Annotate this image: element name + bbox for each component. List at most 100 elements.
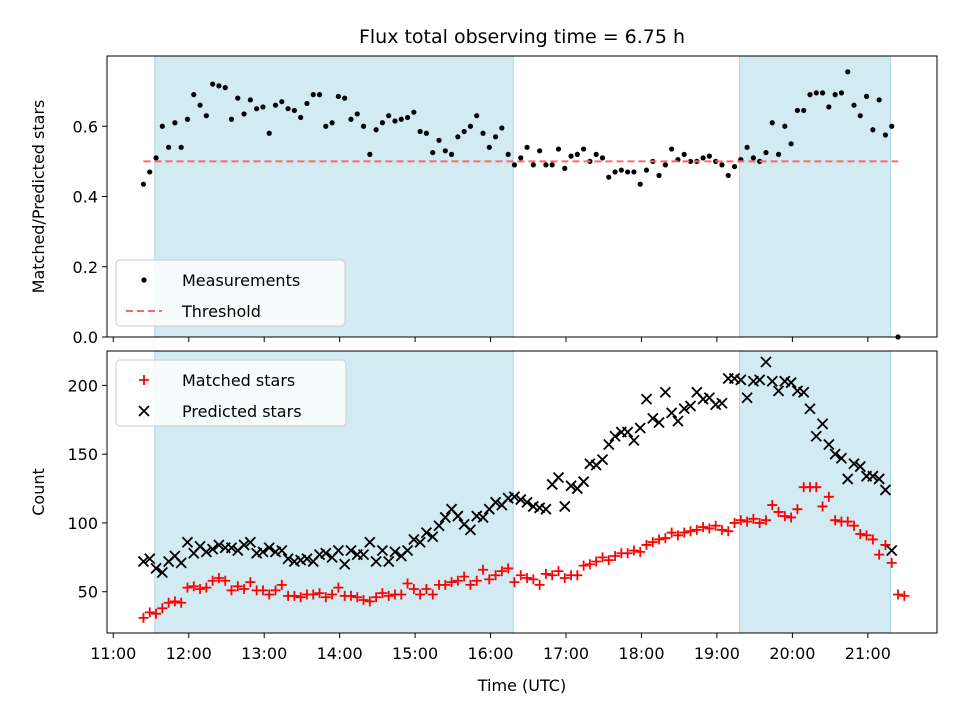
matched-stars-point — [685, 526, 696, 537]
matched-stars-point — [201, 582, 212, 593]
measurement-point — [530, 162, 536, 168]
marks — [137, 356, 910, 623]
predicted-stars-point — [577, 476, 590, 488]
x-tick-label: 21:00 — [845, 644, 891, 663]
matched-stars-point — [245, 577, 256, 588]
matched-stars-point — [628, 545, 639, 556]
matched-stars-point — [597, 552, 608, 563]
predicted-stars-point — [854, 460, 866, 473]
measurement-point — [298, 114, 304, 121]
predicted-stars-point — [263, 542, 275, 554]
matched-stars-point — [169, 596, 180, 607]
matched-stars-point — [591, 556, 602, 567]
measurement-point — [643, 167, 650, 173]
matched-stars-point — [314, 588, 325, 599]
predicted-stars-point — [835, 452, 848, 464]
shaded-interval — [739, 350, 891, 634]
legend-label: Predicted stars — [182, 402, 302, 421]
measurement-point — [775, 151, 782, 157]
matched-stars-point — [723, 526, 734, 537]
panel-ratio: 0.0 0.2 0.4 0.6 Matched/Predicted stars Measu… — [29, 55, 938, 347]
measurement-point — [323, 123, 329, 129]
predicted-stars-point — [785, 377, 797, 389]
measurement-point — [763, 149, 769, 156]
matched-stars-point — [855, 528, 866, 539]
legend: Matched stars Predicted stars — [115, 359, 347, 427]
matched-stars-point — [421, 583, 432, 594]
predicted-stars-point — [433, 520, 445, 532]
matched-stars-point — [264, 589, 275, 600]
matched-stars-point — [257, 585, 268, 596]
predicted-stars-point — [760, 356, 772, 368]
measurement-point — [342, 95, 348, 101]
matched-stars-point — [465, 579, 476, 590]
measurement-point — [788, 141, 794, 147]
matched-stars-point — [886, 557, 897, 568]
x-tick-label: 20:00 — [769, 644, 815, 663]
matched-stars-point — [459, 571, 470, 582]
chart-title: Flux total observing time = 6.75 h — [359, 26, 685, 48]
measurement-point — [681, 151, 687, 157]
matched-stars-point — [452, 575, 463, 586]
y-tick-label: 0.4 — [73, 188, 98, 207]
matched-stars-point — [408, 583, 419, 594]
predicted-stars-point — [772, 385, 785, 397]
measurement-point — [794, 107, 801, 114]
predicted-stars-point — [628, 434, 640, 447]
measurement-point — [467, 123, 474, 129]
matched-stars-point — [647, 537, 658, 548]
measurement-point — [423, 130, 430, 136]
measurement-point — [669, 146, 675, 152]
measurement-point — [801, 107, 807, 114]
predicted-stars-point — [345, 544, 357, 557]
predicted-stars-point — [213, 539, 225, 551]
matched-stars-point — [666, 527, 677, 538]
predicted-stars-point — [383, 555, 395, 568]
predicted-stars-point — [886, 544, 898, 557]
measurement-point — [581, 146, 587, 152]
predicted-stars-point — [225, 542, 238, 554]
matched-stars-point — [157, 603, 168, 614]
matched-stars-point — [289, 590, 300, 601]
measurement-point — [851, 102, 857, 108]
predicted-stars-point — [810, 430, 822, 442]
measurement-point — [178, 144, 184, 150]
predicted-stars-point — [357, 548, 370, 561]
matched-stars-point — [522, 572, 533, 583]
measurement-point — [360, 123, 367, 129]
measurement-point — [310, 92, 316, 98]
predicted-stars-point — [301, 553, 313, 565]
predicted-stars-point — [842, 473, 854, 485]
matched-stars-point — [528, 574, 539, 585]
predicted-stars-point — [640, 393, 653, 405]
measurement-point — [436, 137, 442, 143]
matched-stars-point — [534, 579, 545, 590]
legend-box — [115, 359, 347, 427]
matched-stars-point — [446, 577, 457, 588]
matched-stars-point — [880, 539, 891, 550]
predicted-stars-point — [156, 566, 168, 579]
measurement-point — [832, 92, 838, 98]
legend-label: Threshold — [181, 302, 261, 321]
measurement-point — [474, 113, 480, 119]
matched-stars-point — [547, 570, 558, 581]
predicted-stars-point — [741, 392, 753, 404]
measurement-point — [442, 148, 448, 154]
measurement-point — [769, 120, 775, 126]
measurement-point — [241, 111, 247, 117]
predicted-stars-point — [376, 544, 389, 557]
predicted-stars-point — [653, 416, 665, 429]
predicted-stars-point — [521, 496, 533, 508]
y-axis-label: Matched/Predicted stars — [29, 100, 48, 294]
matched-stars-point — [345, 590, 356, 601]
predicted-stars-point — [137, 555, 150, 568]
measurement-point — [266, 130, 272, 136]
matched-stars-point — [817, 501, 828, 512]
measurement-point — [191, 92, 197, 98]
matched-stars-point — [572, 570, 583, 581]
legend-box — [115, 259, 346, 327]
measurement-point — [863, 93, 870, 99]
measurement-point — [813, 90, 819, 96]
legend-marker — [141, 277, 147, 283]
measurement-point — [329, 120, 335, 126]
